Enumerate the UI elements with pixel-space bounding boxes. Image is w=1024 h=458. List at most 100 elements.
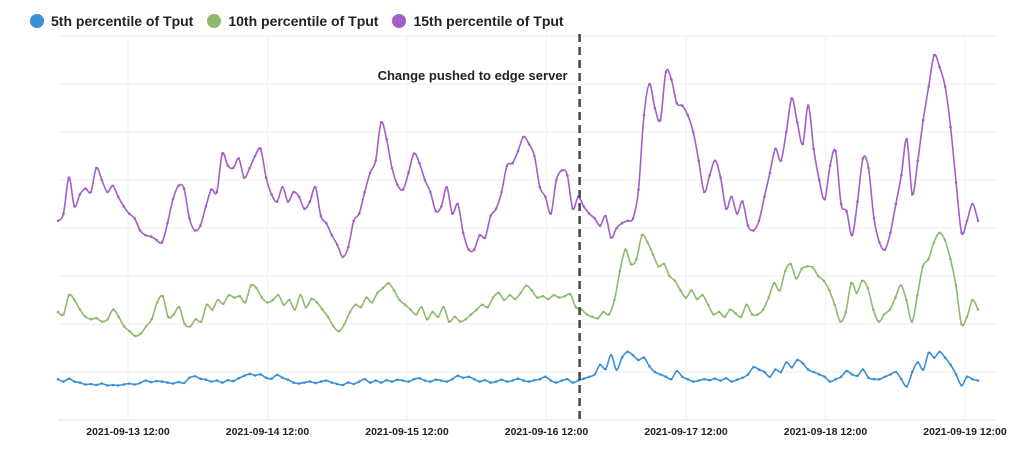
series-point-0 xyxy=(352,382,356,386)
series-point-1 xyxy=(701,293,704,297)
series-point-1 xyxy=(464,317,468,321)
series-point-2 xyxy=(84,187,87,190)
series-point-2 xyxy=(932,53,936,57)
series-point-2 xyxy=(330,233,334,237)
x-tick-label: 2021-09-18 12:00 xyxy=(784,426,868,438)
legend-item-10th[interactable]: 10th percentile of Tput xyxy=(207,13,378,29)
series-point-2 xyxy=(861,157,865,160)
series-point-0 xyxy=(204,378,208,382)
series-point-0 xyxy=(264,376,268,380)
series-point-2 xyxy=(735,212,739,215)
series-point-0 xyxy=(856,374,859,378)
series-point-0 xyxy=(845,369,848,373)
series-point-2 xyxy=(850,233,854,237)
series-point-0 xyxy=(790,365,794,369)
series-point-1 xyxy=(822,279,825,283)
series-point-1 xyxy=(932,241,936,244)
series-point-0 xyxy=(336,382,339,386)
series-point-2 xyxy=(451,212,454,215)
series-point-0 xyxy=(434,378,438,382)
series-point-2 xyxy=(631,217,635,220)
series-point-2 xyxy=(883,248,887,251)
series-point-0 xyxy=(965,375,969,379)
series-point-1 xyxy=(783,269,787,273)
series-point-2 xyxy=(418,161,421,165)
series-point-1 xyxy=(872,308,875,311)
series-point-1 xyxy=(888,308,892,311)
series-point-1 xyxy=(205,303,208,307)
series-point-1 xyxy=(188,325,192,328)
series-point-2 xyxy=(642,113,646,117)
series-point-0 xyxy=(177,380,180,384)
series-point-1 xyxy=(431,310,434,314)
series-point-0 xyxy=(456,374,460,378)
series-point-1 xyxy=(436,315,440,319)
series-point-0 xyxy=(713,377,717,381)
series-point-0 xyxy=(867,376,870,380)
series-point-0 xyxy=(834,377,837,381)
series-point-0 xyxy=(828,380,832,383)
series-point-2 xyxy=(921,118,925,122)
series-point-1 xyxy=(62,313,65,316)
series-point-2 xyxy=(78,193,82,196)
series-point-2 xyxy=(560,169,564,172)
series-point-1 xyxy=(949,257,952,261)
series-point-1 xyxy=(761,308,765,311)
series-point-0 xyxy=(746,373,750,376)
series-line-2[interactable] xyxy=(57,53,979,258)
series-point-2 xyxy=(412,152,416,155)
series-point-1 xyxy=(326,315,330,319)
series-point-2 xyxy=(894,202,898,206)
series-point-1 xyxy=(569,292,572,296)
series-point-0 xyxy=(127,382,131,385)
series-point-0 xyxy=(166,381,169,384)
legend-item-5th[interactable]: 5th percentile of Tput xyxy=(30,13,193,29)
series-point-0 xyxy=(390,380,394,383)
series-point-1 xyxy=(877,320,881,323)
series-point-2 xyxy=(401,188,405,191)
series-point-2 xyxy=(374,159,377,163)
series-point-0 xyxy=(774,368,777,371)
series-point-0 xyxy=(122,383,125,386)
series-point-2 xyxy=(160,241,164,244)
series-point-1 xyxy=(155,301,159,304)
legend: 5th percentile of Tput 10th percentile o… xyxy=(30,10,564,32)
series-point-1 xyxy=(651,253,655,256)
series-point-0 xyxy=(538,377,542,381)
series-point-1 xyxy=(84,315,87,319)
series-point-1 xyxy=(635,257,638,261)
series-point-1 xyxy=(800,267,803,271)
series-point-1 xyxy=(282,303,286,307)
series-point-0 xyxy=(67,377,71,381)
legend-swatch-10th xyxy=(207,14,222,28)
series-point-1 xyxy=(78,308,82,311)
series-point-0 xyxy=(160,380,164,383)
series-point-0 xyxy=(642,356,646,359)
series-point-0 xyxy=(823,375,826,379)
series-point-0 xyxy=(806,368,810,371)
series-point-1 xyxy=(717,310,721,314)
series-point-1 xyxy=(150,317,153,321)
series-point-1 xyxy=(558,296,561,299)
series-point-2 xyxy=(500,190,503,194)
series-point-0 xyxy=(357,380,361,383)
x-tick-label: 2021-09-16 12:00 xyxy=(505,426,589,438)
series-point-2 xyxy=(67,176,71,179)
series-point-2 xyxy=(609,236,613,239)
series-line-0[interactable] xyxy=(57,350,979,388)
series-point-1 xyxy=(828,289,831,292)
series-point-2 xyxy=(823,197,826,201)
series-point-2 xyxy=(954,181,958,184)
series-point-1 xyxy=(238,294,242,298)
series-point-0 xyxy=(407,380,410,383)
series-point-2 xyxy=(916,159,920,163)
series-point-2 xyxy=(949,125,952,129)
series-point-0 xyxy=(133,383,136,386)
legend-item-15th[interactable]: 15th percentile of Tput xyxy=(392,13,564,29)
series-point-1 xyxy=(332,325,335,328)
series-point-2 xyxy=(434,209,438,213)
series-point-0 xyxy=(472,377,476,381)
series-point-1 xyxy=(965,315,969,319)
series-point-1 xyxy=(106,317,109,321)
series-point-2 xyxy=(357,212,361,215)
